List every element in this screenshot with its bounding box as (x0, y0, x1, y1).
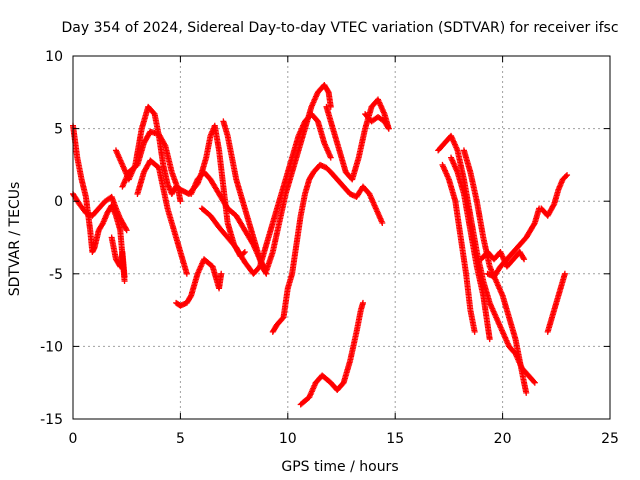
series-s12 (297, 299, 366, 408)
data-point (562, 173, 569, 180)
data-point (531, 379, 538, 386)
data-point (187, 293, 194, 300)
data-point (523, 389, 530, 396)
x-tick-label: 0 (69, 431, 78, 447)
series-s9 (198, 111, 334, 277)
data-marks (70, 82, 571, 408)
data-point (263, 270, 270, 277)
series-s7 (173, 256, 225, 309)
data-point (561, 270, 568, 277)
data-point (550, 202, 557, 209)
x-axis-ticks: 0 5 10 15 20 25 (69, 56, 619, 447)
y-tick-label: -5 (49, 267, 63, 283)
data-point (564, 172, 571, 179)
data-point (359, 299, 366, 306)
y-tick-label: 10 (45, 49, 63, 65)
series-s21 (538, 172, 571, 219)
data-point (123, 227, 130, 234)
x-tick-label: 15 (386, 431, 404, 447)
data-point (486, 336, 493, 343)
data-point (324, 88, 331, 95)
data-point (530, 378, 537, 385)
y-tick-label: 5 (54, 122, 63, 138)
data-point (327, 154, 334, 161)
data-point (379, 219, 386, 226)
data-point (218, 270, 225, 277)
series-s13 (323, 96, 392, 183)
y-axis-title: SDTVAR / TECUs (7, 182, 23, 297)
data-point (385, 124, 392, 131)
series-s5 (119, 128, 184, 205)
y-tick-label: 0 (54, 194, 63, 210)
series-s14 (362, 111, 392, 132)
y-tick-label: -10 (40, 339, 63, 355)
x-tick-label: 25 (601, 431, 619, 447)
grid (73, 56, 610, 419)
data-point (531, 221, 538, 228)
data-point (121, 273, 128, 280)
x-tick-label: 10 (279, 431, 297, 447)
data-point (161, 141, 168, 148)
series-s10 (220, 118, 270, 277)
data-point (521, 256, 528, 263)
series-s22 (544, 270, 568, 335)
series-s20 (484, 205, 543, 280)
x-tick-label: 20 (494, 431, 512, 447)
chart-title: Day 354 of 2024, Sidereal Day-to-day VTE… (61, 20, 618, 36)
data-point (183, 270, 190, 277)
y-axis-ticks: -15 -10 -5 0 5 10 (40, 49, 610, 428)
series-s3 (108, 234, 128, 280)
y-tick-label: -15 (40, 412, 63, 428)
data-point (385, 125, 392, 132)
series-s16 (439, 161, 478, 335)
data-point (241, 249, 248, 256)
series-s6 (134, 157, 190, 277)
plot-frame (72, 55, 611, 420)
data-point (99, 221, 106, 228)
x-axis-title: GPS time / hours (281, 459, 398, 475)
data-point (177, 198, 184, 205)
series-s11 (269, 161, 386, 335)
data-point (122, 225, 129, 232)
x-tick-label: 5 (176, 431, 185, 447)
data-point (262, 269, 269, 276)
data-point (520, 255, 527, 262)
series-s2 (70, 190, 130, 234)
data-point (471, 328, 478, 335)
series-s17 (448, 154, 493, 343)
